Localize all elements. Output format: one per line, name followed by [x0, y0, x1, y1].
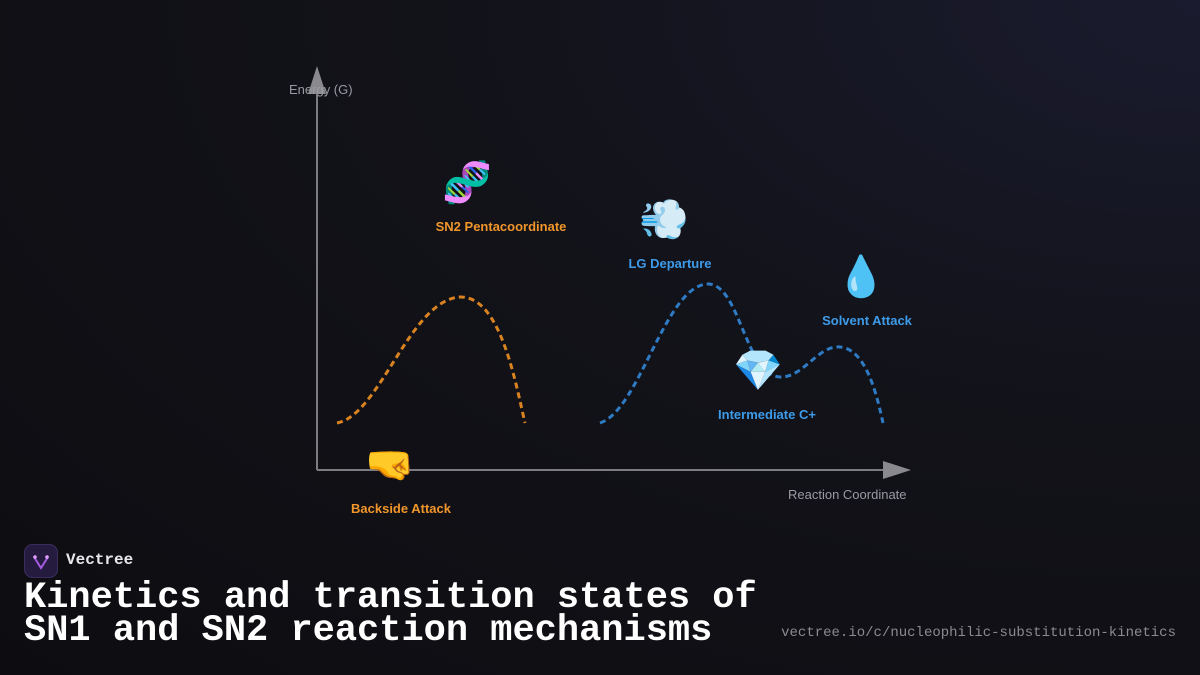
- x-arrow: [883, 461, 911, 479]
- title: Kinetics and transition states of SN1 an…: [24, 577, 757, 652]
- sn2-curve: [336, 295, 527, 425]
- y-axis-label: Energy (G): [289, 82, 353, 97]
- logo-bg: [24, 544, 58, 578]
- node-label: LG Departure: [628, 256, 712, 271]
- x-axis-label: Reaction Coordinate: [788, 487, 907, 502]
- node-icon: 💧: [836, 255, 886, 299]
- y-arrow: [308, 66, 326, 94]
- node-label: Backside Attack: [351, 501, 451, 516]
- sn1-curve: [599, 282, 885, 425]
- node-icon: 💨: [639, 198, 689, 242]
- node-icon: 💎: [733, 349, 783, 393]
- node-label: SN2 Pentacoordinate: [435, 219, 567, 234]
- node-label: Solvent Attack: [822, 313, 912, 328]
- node-icon: 🧬: [442, 161, 492, 205]
- logo-dot: [45, 555, 49, 559]
- logo-dot: [33, 555, 37, 559]
- brand-logo: [24, 544, 58, 578]
- node-icon: 🤜: [365, 443, 415, 487]
- node-label: Intermediate C+: [718, 407, 816, 422]
- brand-name: Vectree: [66, 551, 134, 569]
- url: vectree.io/c/nucleophilic-substitution-k…: [781, 625, 1176, 641]
- logo-mark: [33, 556, 49, 570]
